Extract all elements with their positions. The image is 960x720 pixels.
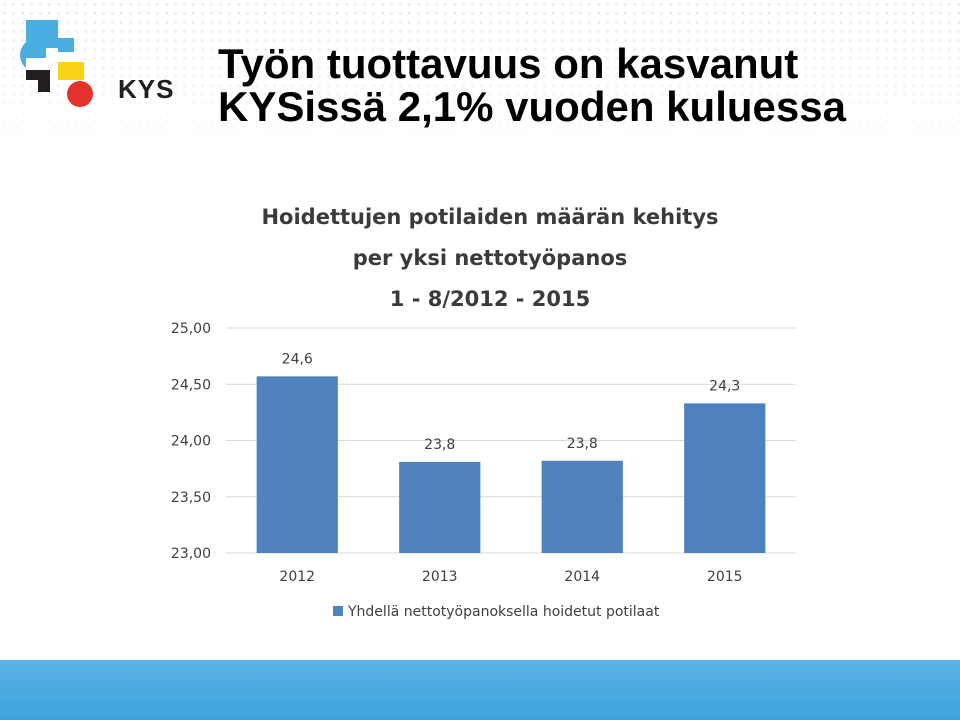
chart-title: Hoidettujen potilaiden määrän kehitys pe… — [150, 197, 830, 320]
kys-logo: KYS — [18, 18, 178, 113]
chart-title-line-1: Hoidettujen potilaiden määrän kehitys — [261, 205, 719, 229]
chart-title-line-2: per yksi nettotyöpanos — [352, 246, 628, 270]
y-tick-label: 24,00 — [171, 434, 211, 450]
data-label: 23,8 — [567, 436, 598, 452]
bar — [256, 376, 338, 553]
data-label: 23,8 — [424, 437, 455, 453]
kys-logo-mark — [20, 20, 93, 107]
data-label: 24,3 — [709, 378, 740, 394]
slide-title: Työn tuottavuus on kasvanut KYSissä 2,1%… — [218, 42, 846, 128]
logo-text: KYS — [118, 74, 175, 104]
bar-chart-plot: 25,00 24,50 24,00 23,50 23,00 24,6 2012 23,8 201… — [171, 321, 796, 620]
chart-title-line-3: 1 - 8/2012 - 2015 — [389, 287, 591, 311]
data-label: 24,6 — [282, 351, 313, 367]
y-tick-label: 25,00 — [171, 321, 211, 337]
footer-bar — [0, 660, 960, 720]
decorative-dot-pattern — [0, 0, 960, 170]
bar — [541, 460, 623, 553]
y-tick-label: 23,00 — [171, 546, 211, 562]
x-tick-label: 2012 — [279, 569, 315, 585]
legend-label: Yhdellä nettotyöpanoksella hoidetut poti… — [347, 604, 660, 620]
x-tick-label: 2015 — [707, 569, 743, 585]
legend-swatch — [333, 606, 343, 616]
slide-title-line-1: Työn tuottavuus on kasvanut — [218, 40, 799, 87]
chart: Hoidettujen potilaiden määrän kehitys pe… — [150, 190, 830, 640]
bar — [684, 403, 766, 553]
x-tick-label: 2014 — [564, 569, 600, 585]
slide-title-line-2: KYSissä 2,1% vuoden kuluessa — [218, 83, 846, 130]
bar — [399, 461, 481, 553]
x-tick-label: 2013 — [422, 569, 458, 585]
y-tick-label: 24,50 — [171, 377, 211, 393]
y-tick-label: 23,50 — [171, 490, 211, 506]
